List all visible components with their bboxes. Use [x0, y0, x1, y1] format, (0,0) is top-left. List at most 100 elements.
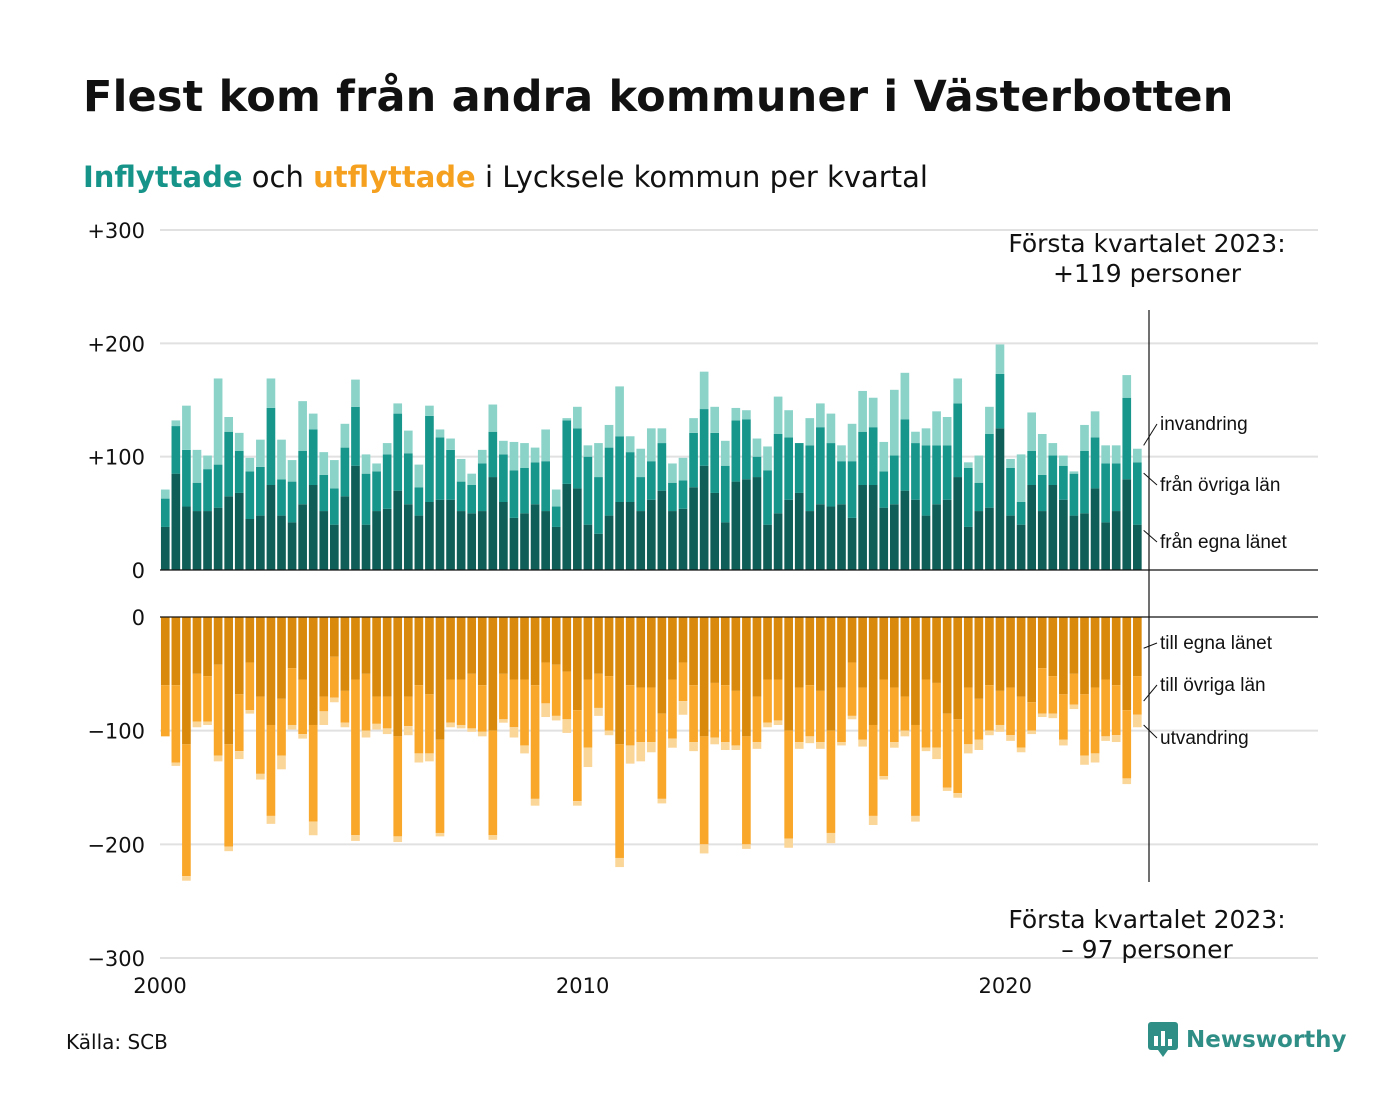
bar-in-immig [234, 432, 244, 451]
bar-in-own [889, 504, 899, 570]
bar-in-other [287, 481, 297, 523]
bar-in-own [657, 490, 667, 570]
bar-out-own [308, 617, 318, 725]
bar-out-own [625, 617, 635, 686]
bar-out-emig [562, 719, 572, 733]
bar-out-emig [192, 721, 202, 728]
bar-in-immig [763, 446, 772, 471]
bar-in-own [858, 485, 867, 570]
bar-in-immig [467, 473, 477, 485]
bar-out-emig [784, 838, 793, 848]
bar-in-own [256, 515, 265, 570]
bar-out-other [234, 694, 244, 752]
bar-out-own [763, 617, 772, 680]
bar-in-immig [224, 417, 234, 432]
bar-in-own [868, 485, 878, 570]
y-tick-label-bottom: −300 [87, 947, 145, 971]
bar-out-emig [530, 798, 540, 806]
x-tick-label: 2020 [979, 974, 1032, 998]
bar-out-own [900, 617, 910, 697]
bar-out-own [530, 617, 540, 686]
bar-in-immig [203, 455, 212, 470]
bar-in-other [594, 477, 603, 534]
bar-in-other [298, 451, 307, 505]
bar-out-other [932, 682, 941, 748]
bar-in-own [573, 488, 582, 570]
bar-out-own [1006, 617, 1015, 688]
bar-in-own [330, 524, 339, 570]
bar-in-other [668, 482, 677, 512]
bar-out-emig [1090, 753, 1100, 763]
bar-out-other [1048, 676, 1058, 714]
bar-out-emig [858, 739, 867, 747]
bar-out-own [573, 617, 582, 711]
bar-out-own [784, 617, 793, 731]
bar-out-own [583, 617, 593, 680]
bar-out-emig [1111, 735, 1121, 743]
bar-in-immig [499, 440, 508, 455]
bar-out-emig [382, 728, 392, 735]
bar-in-immig [657, 428, 667, 444]
bar-in-immig [1048, 443, 1058, 456]
bar-out-own [1101, 617, 1110, 680]
bar-in-other [678, 480, 688, 509]
bar-in-other [361, 473, 371, 525]
bar-in-immig [594, 443, 603, 478]
bar-in-other [932, 445, 941, 505]
bar-in-own [1059, 499, 1068, 570]
bar-in-immig [1037, 434, 1047, 475]
bar-in-own [615, 502, 624, 570]
bar-out-emig [435, 832, 445, 837]
bar-out-own [277, 617, 286, 699]
bar-out-other [414, 685, 424, 754]
bar-in-other [995, 373, 1005, 429]
bar-out-emig [1027, 730, 1037, 735]
bar-in-immig [985, 406, 994, 434]
bar-out-other [530, 685, 540, 799]
bar-out-emig [403, 726, 413, 736]
bar-in-own [900, 490, 910, 570]
subtitle-rest: i Lycksele kommun per kvartal [484, 160, 928, 194]
bar-out-other [393, 736, 403, 837]
bar-out-own [689, 617, 698, 686]
bar-in-other [277, 479, 286, 516]
bar-in-immig [541, 429, 550, 462]
bar-out-emig [847, 715, 857, 720]
bar-in-own [1016, 524, 1026, 570]
bar-out-own [499, 617, 508, 674]
bar-in-immig [403, 430, 413, 454]
bar-out-emig [1048, 713, 1058, 719]
bar-in-other [826, 443, 836, 507]
inflow-bars [160, 344, 1142, 570]
bar-in-other [213, 464, 223, 508]
brand-name: Newsworthy [1186, 1027, 1347, 1053]
bar-in-other [773, 434, 783, 514]
bar-in-other [509, 470, 519, 518]
bar-in-other [425, 415, 434, 502]
bar-in-other [615, 436, 624, 502]
bar-in-own [816, 504, 825, 570]
bar-out-own [287, 617, 297, 669]
bar-out-emig [1059, 739, 1068, 746]
bar-out-emig [689, 742, 698, 752]
bar-out-emig [203, 721, 212, 725]
bar-out-own [213, 617, 223, 665]
segment-leader-line [1143, 472, 1158, 486]
bar-in-own [636, 511, 646, 570]
bar-out-other [699, 736, 709, 845]
bar-out-emig [182, 876, 191, 881]
bar-out-other [773, 679, 783, 721]
bar-out-emig [224, 846, 234, 852]
bar-out-other [625, 685, 635, 746]
bar-in-immig [889, 389, 899, 456]
bar-out-other [456, 679, 466, 725]
bar-in-other [541, 461, 550, 512]
bar-out-own [1069, 617, 1079, 674]
bar-out-own [488, 617, 498, 731]
bar-out-own [932, 617, 941, 683]
bar-out-other [1059, 694, 1068, 740]
bar-out-other [784, 730, 793, 839]
bar-out-other [868, 724, 878, 816]
bar-out-own [203, 617, 212, 677]
newsworthy-chart-icon [1148, 1022, 1178, 1057]
